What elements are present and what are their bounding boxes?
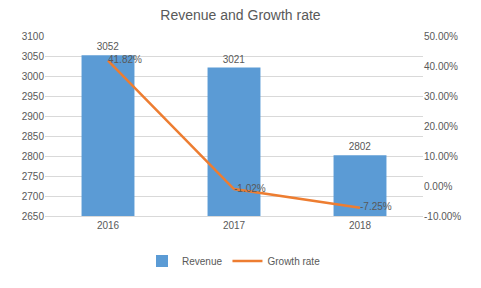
svg-text:0.00%: 0.00% xyxy=(424,181,452,192)
svg-text:3100: 3100 xyxy=(22,31,45,42)
svg-text:2018: 2018 xyxy=(349,220,372,231)
svg-text:-10.00%: -10.00% xyxy=(424,211,461,222)
svg-text:Revenue and Growth rate: Revenue and Growth rate xyxy=(160,7,321,23)
svg-text:2850: 2850 xyxy=(22,131,45,142)
svg-text:2802: 2802 xyxy=(349,141,372,152)
svg-text:2016: 2016 xyxy=(97,220,120,231)
svg-text:30.00%: 30.00% xyxy=(424,91,458,102)
svg-text:10.00%: 10.00% xyxy=(424,151,458,162)
svg-text:Revenue: Revenue xyxy=(182,256,222,267)
svg-text:40.00%: 40.00% xyxy=(424,61,458,72)
svg-text:2017: 2017 xyxy=(223,220,246,231)
svg-text:-1.02%: -1.02% xyxy=(234,183,266,194)
svg-text:2950: 2950 xyxy=(22,91,45,102)
svg-text:2900: 2900 xyxy=(22,111,45,122)
svg-text:3050: 3050 xyxy=(22,51,45,62)
svg-text:41.82%: 41.82% xyxy=(108,54,142,65)
svg-text:-7.25%: -7.25% xyxy=(360,201,392,212)
svg-text:3000: 3000 xyxy=(22,71,45,82)
svg-text:Growth rate: Growth rate xyxy=(267,256,320,267)
svg-text:2750: 2750 xyxy=(22,171,45,182)
svg-text:3052: 3052 xyxy=(97,41,120,52)
svg-text:2650: 2650 xyxy=(22,211,45,222)
svg-text:3021: 3021 xyxy=(223,54,246,65)
svg-text:2800: 2800 xyxy=(22,151,45,162)
svg-text:50.00%: 50.00% xyxy=(424,31,458,42)
svg-text:2700: 2700 xyxy=(22,191,45,202)
svg-text:20.00%: 20.00% xyxy=(424,121,458,132)
